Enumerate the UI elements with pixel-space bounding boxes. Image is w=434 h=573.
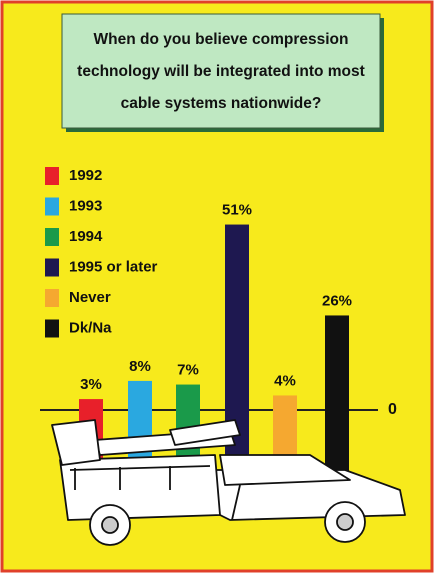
- legend-label: Never: [69, 289, 111, 306]
- truck-roof: [219, 454, 351, 486]
- legend-swatch: [45, 197, 59, 216]
- bar: [325, 315, 349, 410]
- bar: [273, 395, 297, 410]
- bar: [176, 384, 200, 410]
- hub: [336, 513, 354, 531]
- legend-label: 1994: [69, 228, 103, 245]
- legend-label: 1992: [69, 167, 102, 184]
- value-label: 3%: [80, 376, 102, 393]
- legend-label: 1995 or later: [69, 258, 158, 275]
- value-label: 7%: [177, 362, 199, 379]
- value-label: 26%: [322, 292, 352, 309]
- title-box: [61, 13, 381, 129]
- truck-rail: [69, 465, 211, 471]
- boom-arm: [169, 419, 241, 446]
- hub: [101, 516, 119, 534]
- legend-label: Dk/Na: [69, 319, 112, 336]
- legend-swatch: [45, 258, 59, 277]
- bar: [225, 224, 249, 410]
- legend-swatch: [45, 167, 59, 185]
- value-label: 8%: [129, 358, 151, 375]
- door-line: [231, 484, 241, 521]
- legend-swatch: [45, 228, 59, 246]
- y-tick-label: 0: [388, 401, 397, 418]
- truck-illustration: [51, 419, 406, 546]
- value-label: 4%: [274, 372, 296, 389]
- bar: [128, 380, 152, 410]
- legend-label: 1993: [69, 197, 102, 214]
- axes: 0 1992 1993 1994 1995 or later Never Dk/Na: [40, 167, 397, 418]
- truck-bed: [59, 454, 221, 521]
- legend-swatch: [45, 319, 59, 338]
- legend-swatch: [45, 289, 59, 307]
- value-label: 51%: [222, 202, 252, 219]
- bucket: [51, 419, 101, 466]
- bar: [79, 399, 103, 410]
- chart-title: When do you believe compression technolo…: [77, 31, 365, 112]
